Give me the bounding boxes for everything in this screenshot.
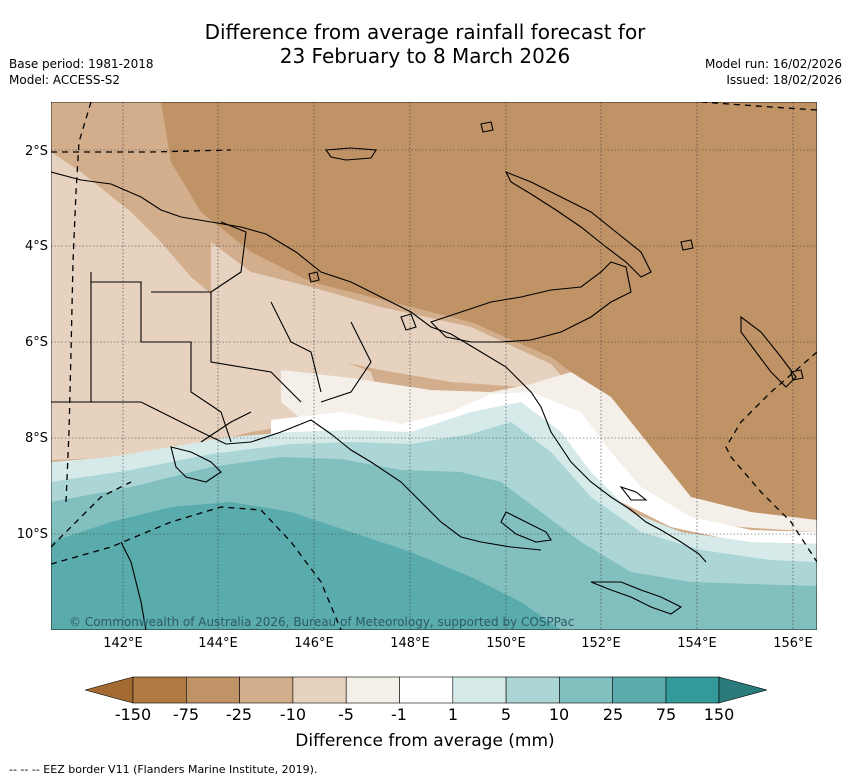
colorbar-swatch-2 xyxy=(186,676,240,704)
meta-right: Model run: 16/02/2026 Issued: 18/02/2026 xyxy=(705,56,842,88)
band-minus5 xyxy=(281,370,817,532)
lat-label-4s: 4°S xyxy=(24,239,48,254)
colorbar-swatch-6 xyxy=(399,676,454,704)
cb-tick-7: 5 xyxy=(500,705,512,724)
base-period: Base period: 1981-2018 xyxy=(9,57,154,71)
copyright-notice: © Commonwealth of Australia 2026, Bureau… xyxy=(69,615,574,629)
gridlines xyxy=(51,102,817,630)
rainfall-map: © Commonwealth of Australia 2026, Bureau… xyxy=(51,102,817,630)
band-minus10-b xyxy=(211,242,571,387)
cb-tick-6: 1 xyxy=(447,705,459,724)
cb-tick-8: 10 xyxy=(548,705,570,724)
cb-tick-5: -1 xyxy=(391,705,407,724)
title-line-1: Difference from average rainfall forecas… xyxy=(204,20,646,44)
lon-label-148e: 148°E xyxy=(390,636,430,651)
colorbar-swatch-12 xyxy=(718,676,767,704)
eez-footnote: -- -- -- EEZ border V11 (Flanders Marine… xyxy=(9,763,318,776)
band-minus75 xyxy=(161,102,817,522)
lon-label-142e: 142°E xyxy=(103,636,143,651)
cb-tick-4: -5 xyxy=(338,705,354,724)
colorbar-swatch-4 xyxy=(292,676,347,704)
title-line-2: 23 February to 8 March 2026 xyxy=(279,44,571,68)
lon-label-150e: 150°E xyxy=(486,636,526,651)
colorbar-swatch-11 xyxy=(665,676,720,704)
cb-tick-3: -10 xyxy=(279,705,307,724)
cb-tick-0: -150 xyxy=(114,705,152,724)
band-neutral xyxy=(271,392,817,544)
lat-label-10s: 10°S xyxy=(16,527,48,542)
colorbar-swatch-5 xyxy=(345,676,400,704)
colorbar-swatch-0 xyxy=(85,676,134,704)
cb-tick-2: -25 xyxy=(225,705,253,724)
lat-label-2s: 2°S xyxy=(24,144,48,159)
meta-left: Base period: 1981-2018 Model: ACCESS-S2 xyxy=(9,56,154,88)
cb-tick-9: 25 xyxy=(602,705,624,724)
lon-label-144e: 144°E xyxy=(198,636,238,651)
lon-label-152e: 152°E xyxy=(581,636,621,651)
map-title: Difference from average rainfall forecas… xyxy=(0,20,850,68)
eez-borders xyxy=(51,102,817,630)
colorbar-swatch-9 xyxy=(559,676,613,704)
colorbar-swatch-3 xyxy=(239,676,294,704)
cb-tick-10: 75 xyxy=(655,705,677,724)
lat-label-8s: 8°S xyxy=(24,431,48,446)
colorbar-title: Difference from average (mm) xyxy=(295,731,555,751)
colorbar-swatch-7 xyxy=(452,676,507,704)
lon-label-154e: 154°E xyxy=(677,636,717,651)
colorbar-swatch-1 xyxy=(132,676,187,704)
lon-label-146e: 146°E xyxy=(294,636,334,651)
model-run: Model run: 16/02/2026 xyxy=(704,57,842,71)
colorbar-swatch-10 xyxy=(612,676,667,704)
model-name: Model: ACCESS-S2 xyxy=(9,73,121,87)
cb-tick-11: 150 xyxy=(703,705,735,724)
issued-date: Issued: 18/02/2026 xyxy=(726,73,842,87)
lat-label-6s: 6°S xyxy=(24,335,48,350)
colorbar-swatch-8 xyxy=(505,676,560,704)
colorbar xyxy=(85,676,767,704)
coastlines xyxy=(51,121,804,630)
cb-tick-1: -75 xyxy=(172,705,200,724)
lon-label-156e: 156°E xyxy=(773,636,813,651)
